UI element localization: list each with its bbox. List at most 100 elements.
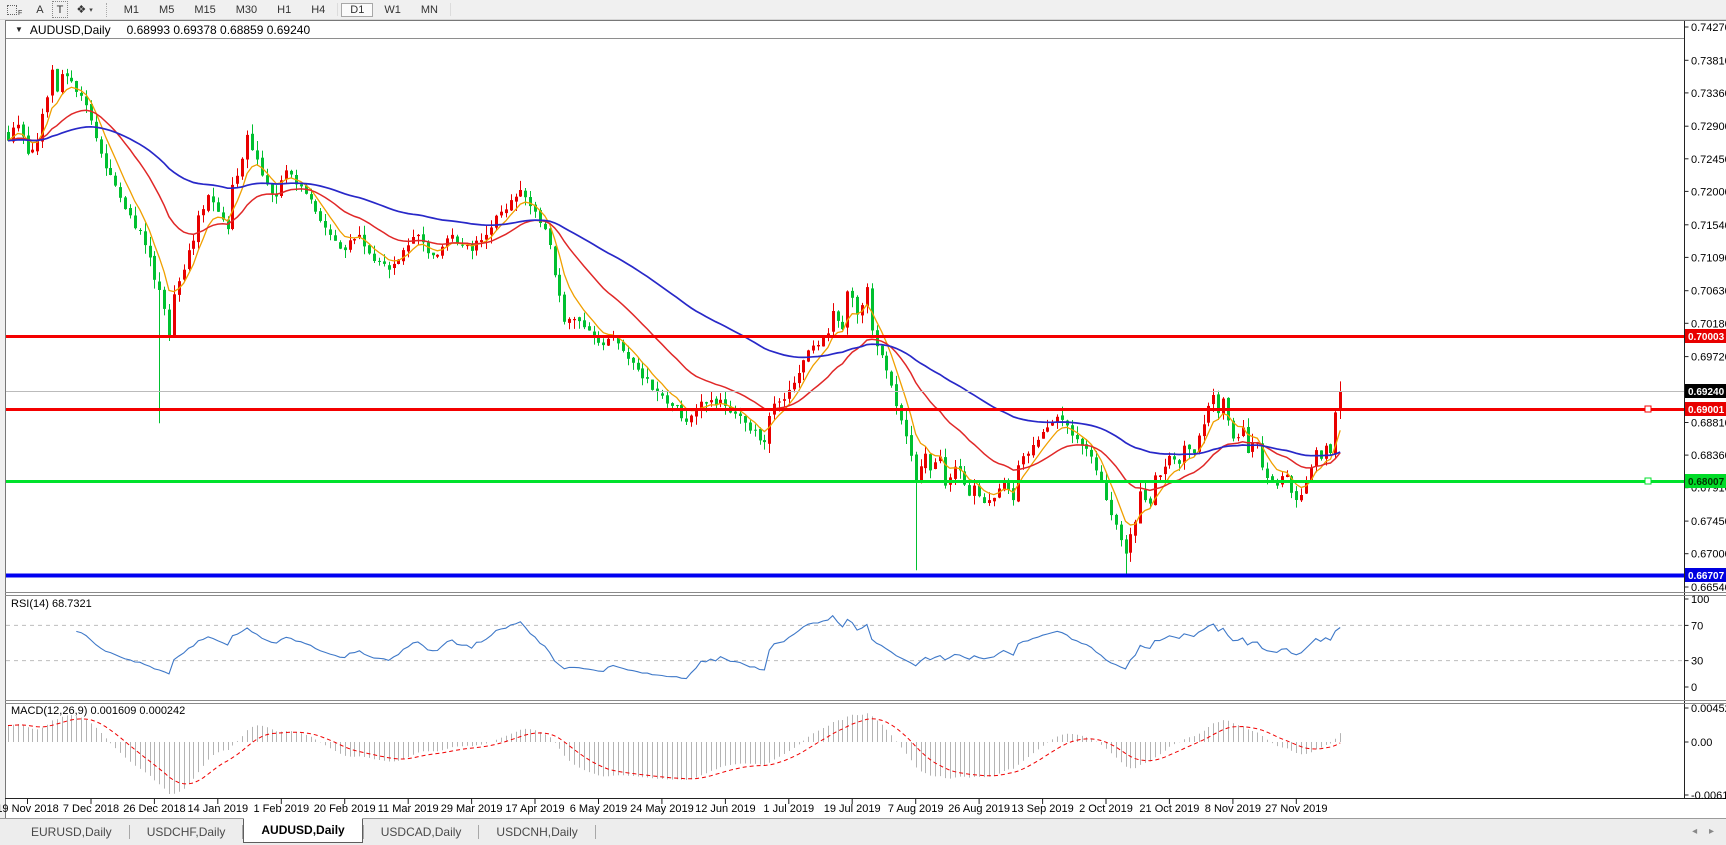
macd-axis-label: 0.004528: [1691, 703, 1726, 715]
timeframe-button-M30[interactable]: M30: [235, 3, 258, 16]
macd-signal-line: [7, 718, 1341, 785]
price-tag-0.68007: 0.68007: [1685, 474, 1726, 488]
macd-histogram: [8, 713, 1341, 794]
tab-scroll-right-button[interactable]: ▸: [1708, 826, 1714, 837]
tab-divider: [594, 825, 596, 839]
date-axis-label: 1 Jul 2019: [763, 803, 814, 815]
line-handle[interactable]: [1644, 477, 1652, 485]
toolbar-separator: [337, 3, 339, 16]
date-axis-label: 17 Apr 2019: [505, 803, 564, 815]
rsi-axis-label: 30: [1691, 656, 1703, 668]
chart-toolbar: F A T ❖ ▾ M1 M5 M15 M30 H1 H4 D1 W1 MN: [0, 0, 1726, 20]
date-axis-label: 24 May 2019: [630, 803, 694, 815]
chart-tabs: EURUSD,Daily USDCHF,Daily AUDUSD,Daily USDC…: [14, 818, 596, 845]
rsi-axis-label: 100: [1691, 594, 1709, 606]
text-tool-icon[interactable]: T: [51, 1, 69, 18]
macd-axis-label: -0.00612: [1691, 790, 1726, 802]
svg-text:0.70003: 0.70003: [1688, 332, 1725, 343]
macd-axis-label: 0.00: [1691, 737, 1712, 749]
date-axis-label: 6 May 2019: [570, 803, 627, 815]
timeframe-button-W1[interactable]: W1: [384, 3, 401, 16]
date-axis-label: 29 Mar 2019: [441, 803, 503, 815]
bid-price-tag: 0.69240: [1685, 384, 1726, 398]
chart-tab-usdcnh[interactable]: USDCNH,Daily: [496, 825, 578, 839]
chart-tab-usdchf[interactable]: USDCHF,Daily: [146, 825, 226, 839]
svg-text:0.66707: 0.66707: [1688, 571, 1725, 582]
date-axis-label: 8 Nov 2019: [1205, 803, 1261, 815]
crosshair-grid-icon[interactable]: F: [1, 2, 28, 17]
objects-tool-icon[interactable]: ❖ ▾: [70, 2, 98, 17]
date-axis-label: 21 Oct 2019: [1139, 803, 1199, 815]
date-axis-label: 26 Aug 2019: [948, 803, 1010, 815]
date-axis-label: 11 Mar 2019: [378, 803, 439, 815]
timeframe-button-M1[interactable]: M1: [123, 3, 140, 16]
rsi-indicator-label: RSI(14) 68.7321: [11, 598, 92, 610]
timeframe-button-H1[interactable]: H1: [277, 3, 292, 16]
label-tool-icon[interactable]: A: [36, 3, 44, 16]
tab-divider: [478, 825, 480, 839]
tab-divider: [128, 825, 130, 839]
price-tag-0.70003: 0.70003: [1685, 329, 1726, 343]
date-axis-label: 13 Sep 2019: [1011, 803, 1073, 815]
date-axis-label: 20 Feb 2019: [314, 803, 376, 815]
svg-text:0.69001: 0.69001: [1688, 405, 1725, 416]
tab-scroll-arrows: ◂ ▸: [1683, 826, 1714, 845]
grid-icon: [7, 4, 17, 15]
rsi-axis-label: 0: [1691, 682, 1697, 694]
toolbar-separator: [449, 3, 451, 16]
date-axis-label: 19 Nov 2018: [0, 803, 59, 815]
date-axis-label: 26 Dec 2018: [123, 803, 185, 815]
chart-dropdown-icon[interactable]: ▼: [15, 25, 23, 34]
timeframe-button-H4[interactable]: H4: [311, 3, 326, 16]
date-axis-label: 12 Jun 2019: [695, 803, 756, 815]
rsi-panel: [6, 614, 1684, 680]
tab-scroll-left-button[interactable]: ◂: [1692, 826, 1698, 837]
date-axis-label: 27 Nov 2019: [1265, 803, 1327, 815]
date-axis-label: 1 Feb 2019: [253, 803, 309, 815]
slow-ma-line: [7, 125, 1341, 457]
chart-tab-bar: EURUSD,Daily USDCHF,Daily AUDUSD,Daily USDC…: [0, 818, 1726, 845]
date-axis-label: 19 Jul 2019: [824, 803, 881, 815]
timeframe-button-M15[interactable]: M15: [194, 3, 216, 16]
tab-divider: [242, 825, 244, 839]
fast-ma-line: [7, 86, 1341, 526]
timeframe-button-group: M1 M5 M15 M30 H1 H4 D1 W1 MN: [114, 2, 453, 17]
toolbar-separator: [105, 2, 108, 17]
tab-divider: [362, 825, 364, 839]
chart-background: [5, 20, 1726, 818]
grid-icon-label: F: [18, 10, 23, 17]
chevron-down-icon: ▾: [89, 6, 93, 14]
svg-text:0.69240: 0.69240: [1688, 387, 1725, 398]
chart-title-bar: ▼ AUDUSD,Daily 0.68993 0.69378 0.68859 0…: [6, 21, 1684, 39]
timeframe-button-D1[interactable]: D1: [341, 2, 374, 17]
mid-ma-line: [7, 109, 1341, 492]
chart-tab-eurusd[interactable]: EURUSD,Daily: [31, 825, 112, 839]
line-handle[interactable]: [1644, 405, 1652, 413]
svg-text:0.68007: 0.68007: [1688, 477, 1725, 488]
price-tag-0.69001: 0.69001: [1685, 402, 1726, 416]
chart-ohlc-values: 0.68993 0.69378 0.68859 0.69240: [126, 22, 311, 37]
chart-tab-audusd[interactable]: AUDUSD,Daily: [243, 818, 363, 843]
chart-tab-usdcad[interactable]: USDCAD,Daily: [380, 825, 462, 839]
macd-indicator-label: MACD(12,26,9) 0.001609 0.000242: [11, 705, 186, 717]
date-axis-label: 7 Aug 2019: [888, 803, 944, 815]
timeframe-button-MN[interactable]: MN: [420, 3, 438, 16]
timeframe-button-M5[interactable]: M5: [159, 3, 175, 16]
chart-symbol-label: AUDUSD,Daily: [29, 22, 111, 37]
